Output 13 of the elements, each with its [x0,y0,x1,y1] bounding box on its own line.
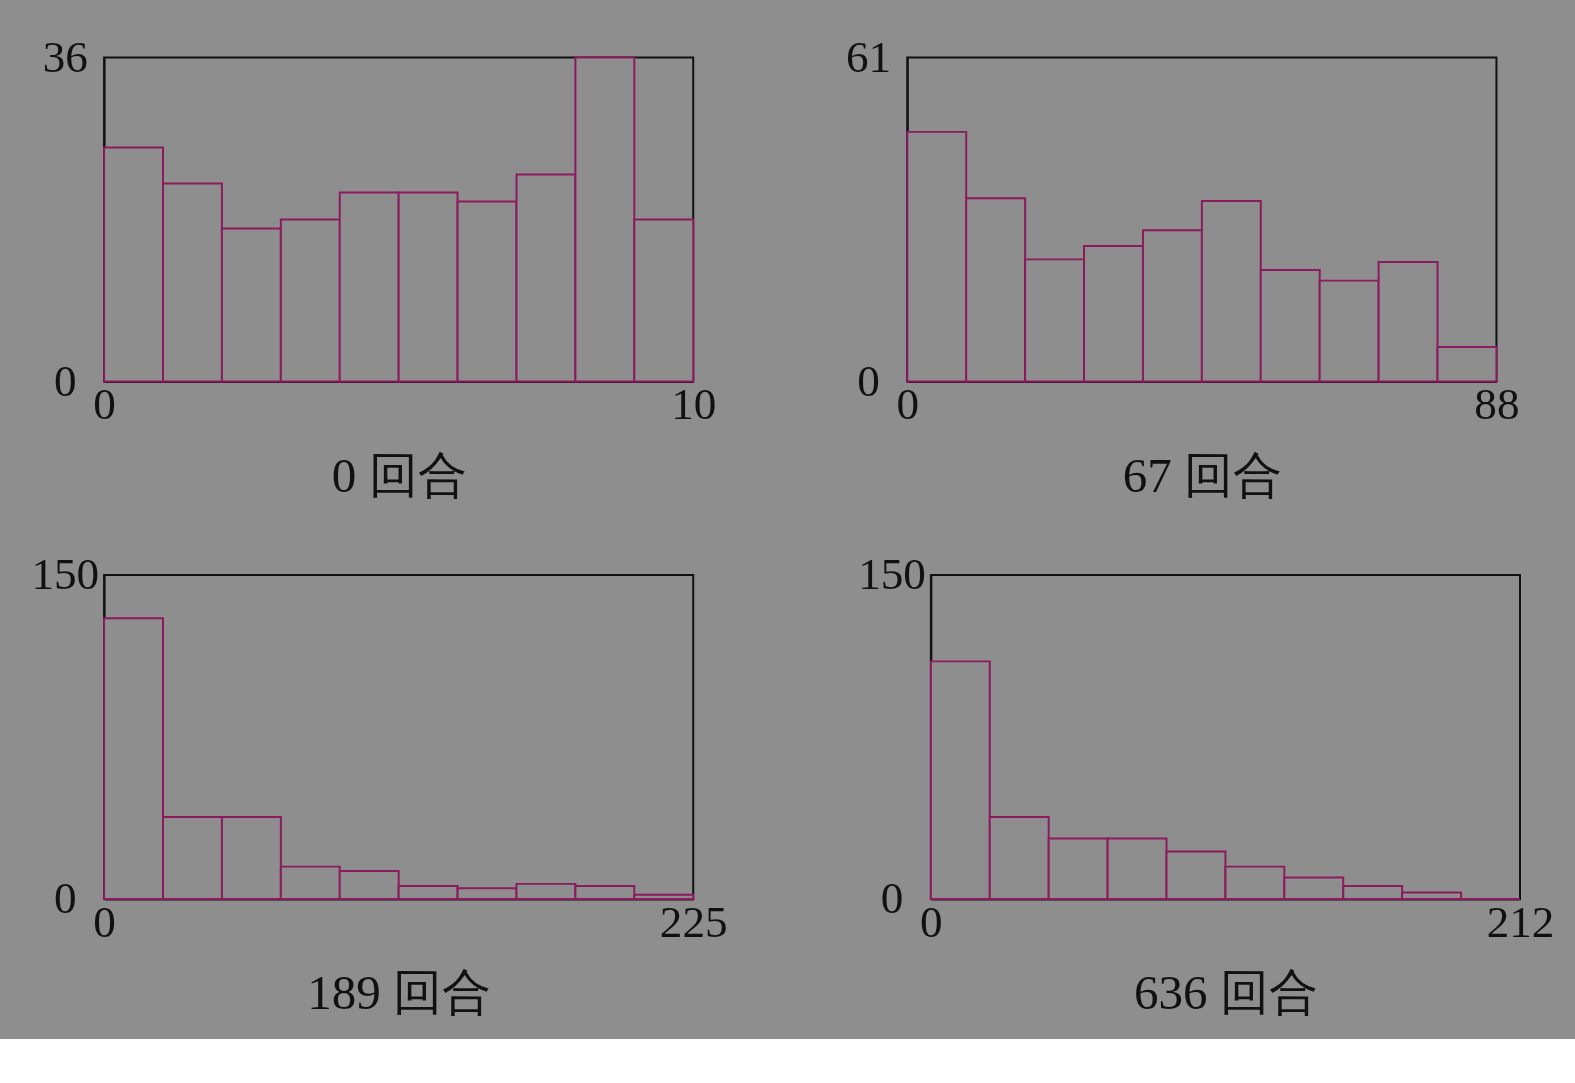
x-tick-label: 225 [659,896,728,947]
y-tick-label: 150 [31,549,100,600]
y-tick-label: 150 [858,549,926,600]
x-tick-label: 10 [671,379,717,430]
x-axis-title: 189 回合 [307,965,492,1021]
x-axis-title: 67 回合 [1122,448,1283,504]
x-tick-label: 0 [920,896,943,947]
x-axis-title: 0 回合 [331,448,467,504]
y-tick-label: 36 [42,31,88,82]
x-tick-label: 212 [1486,896,1555,947]
y-tick-label: 61 [845,31,892,82]
x-tick-label: 88 [1474,379,1520,430]
x-axis-title: 636 回合 [1133,965,1318,1021]
